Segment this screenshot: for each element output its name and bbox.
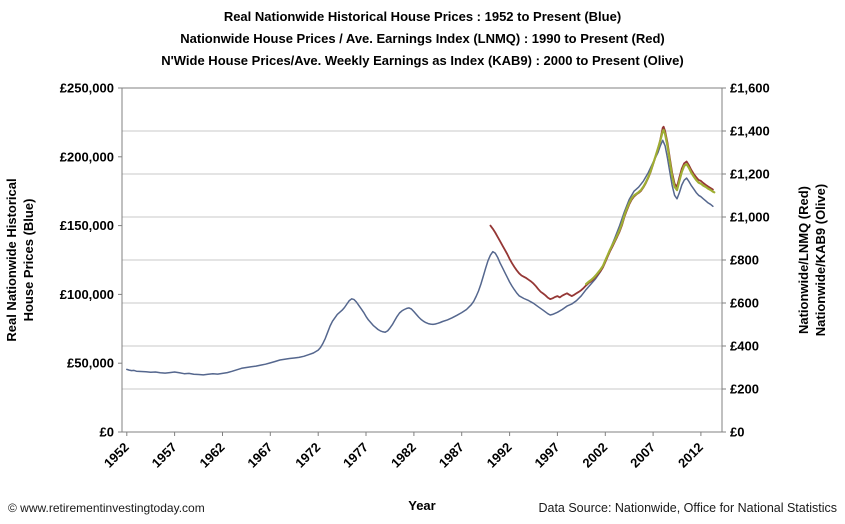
y-right-tick-label: £1,200 xyxy=(730,167,770,182)
y-right-tick-label: £600 xyxy=(730,296,759,311)
data-source-text: Data Source: Nationwide, Office for Nati… xyxy=(538,501,837,515)
x-tick-label: 1972 xyxy=(292,440,323,471)
x-tick-label: 1997 xyxy=(531,440,562,471)
y-right-tick-label: £400 xyxy=(730,339,759,354)
x-tick-label: 2007 xyxy=(627,440,658,471)
y-right-tick-label: £1,600 xyxy=(730,81,770,96)
chart-title-line-2: Nationwide House Prices / Ave. Earnings … xyxy=(180,31,665,46)
x-tick-label: 1967 xyxy=(244,440,275,471)
chart-title-line-3: N'Wide House Prices/Ave. Weekly Earnings… xyxy=(161,53,684,68)
x-axis-title: Year xyxy=(408,498,436,513)
y-left-tick-label: £100,000 xyxy=(60,287,114,302)
gridlines xyxy=(122,87,722,390)
y-left-tick-label: £50,000 xyxy=(67,356,114,371)
y-right-tick-label: £200 xyxy=(730,382,759,397)
x-tick-label: 1982 xyxy=(388,440,419,471)
x-tick-label: 2002 xyxy=(579,440,610,471)
y-right-tick-label: £0 xyxy=(730,425,744,440)
series-line-blue xyxy=(126,139,714,376)
y-right-tick-label: £1,000 xyxy=(730,210,770,225)
chart-title-line-1: Real Nationwide Historical House Prices … xyxy=(223,9,622,24)
x-tick-label: 1962 xyxy=(197,440,228,471)
y-left-tick-label: £200,000 xyxy=(60,149,114,164)
x-tick-label: 1952 xyxy=(101,440,132,471)
x-tick-label: 1987 xyxy=(436,440,467,471)
x-tick-label: 1977 xyxy=(340,440,371,471)
axis-tick-marks xyxy=(118,87,726,436)
copyright-text: © www.retirementinvestingtoday.com xyxy=(8,501,205,515)
axis-tick-labels: £0 £50,000 £100,000 £150,000 £200,000 £250,00… xyxy=(60,81,770,471)
series-line-olive xyxy=(585,128,716,286)
chart-title-block: Real Nationwide Historical House Prices … xyxy=(0,6,845,72)
y-left-tick-label: £250,000 xyxy=(60,81,114,96)
x-tick-label: 1992 xyxy=(484,440,515,471)
series-line-red xyxy=(489,125,714,300)
y-right-tick-label: £800 xyxy=(730,253,759,268)
y-right-tick-label: £1,400 xyxy=(730,124,770,139)
x-tick-label: 1957 xyxy=(149,440,180,471)
x-tick-label: 2012 xyxy=(675,440,706,471)
data-series xyxy=(126,125,716,376)
y-left-tick-label: £150,000 xyxy=(60,218,114,233)
y-left-tick-label: £0 xyxy=(100,425,114,440)
